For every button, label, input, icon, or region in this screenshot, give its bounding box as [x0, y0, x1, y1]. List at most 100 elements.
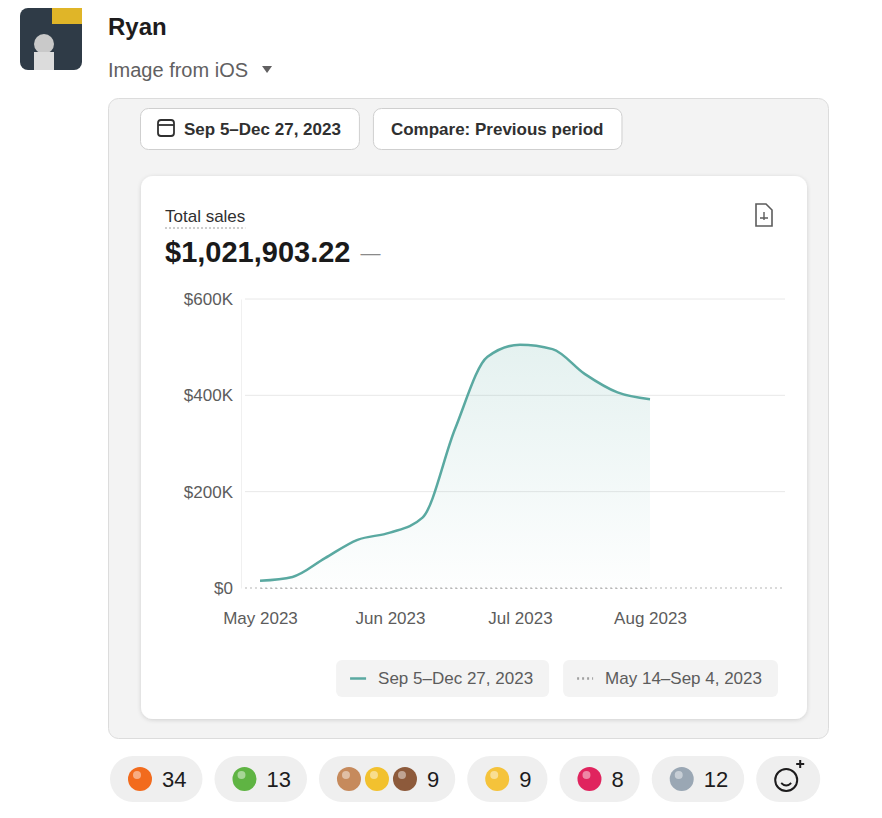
add-reaction-icon[interactable] [775, 769, 797, 791]
legend-bg [336, 660, 549, 697]
reaction-count[interactable]: 13 [266, 767, 290, 792]
legend-label: Sep 5–Dec 27, 2023 [378, 669, 533, 688]
legend: Sep 5–Dec 27, 2023 May 14–Sep 4, 2023 [336, 660, 778, 697]
y-tick: $200K [184, 483, 241, 502]
reaction-icon[interactable] [577, 767, 601, 791]
reaction-icon[interactable] [365, 767, 389, 791]
reaction-icon[interactable] [232, 767, 256, 791]
x-tick: Jul 2023 [488, 588, 552, 628]
x-tick: Aug 2023 [614, 588, 687, 628]
y-tick-label: $0 [214, 579, 233, 598]
title-underline [165, 228, 245, 229]
reaction-icon[interactable] [237, 771, 245, 779]
plot-marks [260, 345, 650, 588]
y-tick: $0 [214, 579, 241, 598]
reaction-icon[interactable] [485, 767, 509, 791]
grid-line [245, 299, 785, 300]
image-frame [109, 99, 829, 739]
page: Ryan Image from iOS Sep 5–Dec 27, 2023 Comp… [0, 0, 882, 818]
compare-button[interactable]: Compare: Previous period [373, 109, 622, 150]
reaction-count[interactable]: 9 [519, 767, 531, 792]
reaction[interactable]: 13 [214, 756, 306, 802]
calendar-icon [158, 120, 174, 136]
add-reaction[interactable] [756, 756, 820, 802]
calendar-icon [158, 124, 174, 126]
legend-item: Sep 5–Dec 27, 2023 [336, 660, 549, 697]
change: — [360, 242, 380, 264]
reaction-count[interactable]: 34 [162, 767, 186, 792]
reaction-icon[interactable] [370, 771, 378, 779]
reaction-icon[interactable] [342, 771, 350, 779]
date-range-button[interactable]: Sep 5–Dec 27, 2023 [141, 109, 360, 150]
x-tick-label: Aug 2023 [614, 609, 687, 628]
reaction-icon[interactable] [675, 771, 683, 779]
button-bg[interactable] [373, 109, 622, 150]
reaction-count[interactable]: 9 [427, 767, 439, 792]
y-tick-label: $400K [184, 386, 234, 405]
reaction-icon[interactable] [670, 767, 694, 791]
y-tick-label: $600K [184, 290, 234, 309]
reaction-icon[interactable] [490, 771, 498, 779]
avatar [20, 8, 82, 70]
avatar-detail [52, 8, 82, 24]
reaction[interactable]: 12 [652, 756, 744, 802]
legend-swatch [577, 677, 593, 680]
reaction-icon[interactable] [582, 771, 590, 779]
x-tick: May 2023 [223, 588, 298, 628]
reaction-icon[interactable] [337, 767, 361, 791]
message-subtitle: Image from iOS [108, 59, 248, 81]
date-range[interactable]: Sep 5–Dec 27, 2023 [184, 120, 341, 139]
chart-subtitle: $1,021,903.22 [165, 236, 350, 268]
reaction-icon[interactable] [128, 767, 152, 791]
reaction[interactable]: 34 [110, 756, 202, 802]
reactions: 34 13 9 9 8 12 [110, 756, 820, 802]
y-tick: $400K [184, 386, 241, 405]
add-reaction-icon[interactable] [781, 783, 791, 786]
chart-card [141, 176, 807, 719]
chart-title: Total sales [165, 207, 245, 226]
reaction[interactable]: 9 [467, 756, 547, 802]
author: Ryan [108, 13, 167, 40]
compare[interactable]: Compare: Previous period [391, 120, 604, 139]
reaction-icon[interactable] [398, 771, 406, 779]
icon[interactable] [760, 212, 768, 220]
x-tick-label: Jun 2023 [356, 609, 426, 628]
avatar-bg [20, 8, 82, 70]
legend-item: May 14–Sep 4, 2023 [563, 660, 778, 697]
avatar-detail [34, 34, 54, 54]
reaction-bg[interactable] [756, 756, 820, 802]
reaction-icon[interactable] [393, 767, 417, 791]
grid [245, 299, 785, 588]
reaction-icon[interactable] [133, 771, 141, 779]
y-axis: $0 $200K $400K $600K [184, 290, 242, 598]
legend-bg [563, 660, 778, 697]
legend-label: May 14–Sep 4, 2023 [605, 669, 762, 688]
legend-swatch [350, 677, 366, 680]
download-icon[interactable] [756, 204, 772, 226]
avatar-detail [34, 52, 54, 70]
x-axis-line [261, 588, 651, 589]
x-axis: May 2023 Jun 2023 Jul 2023 Aug 2023 [223, 588, 687, 628]
series-area [260, 345, 650, 588]
reaction-bg[interactable] [214, 756, 306, 802]
x-tick-label: May 2023 [223, 609, 298, 628]
reaction-bg[interactable] [467, 756, 547, 802]
reaction-bg[interactable] [110, 756, 202, 802]
icon[interactable] [756, 204, 772, 226]
x-tick: Jun 2023 [356, 588, 426, 628]
reaction[interactable]: 9 [319, 756, 455, 802]
reaction-count[interactable]: 8 [611, 767, 623, 792]
button-bg[interactable] [141, 109, 360, 150]
x-tick-label: Jul 2023 [488, 609, 552, 628]
reaction[interactable]: 8 [559, 756, 639, 802]
reaction-bg[interactable] [652, 756, 744, 802]
series-line [260, 345, 650, 581]
reaction-count[interactable]: 12 [704, 767, 728, 792]
y-axis-line [241, 300, 242, 589]
y-tick-label: $200K [184, 483, 234, 502]
reaction-bg[interactable] [559, 756, 639, 802]
caret [262, 66, 272, 73]
add-reaction-icon[interactable] [796, 760, 804, 768]
reaction-bg[interactable] [319, 756, 455, 802]
y-tick: $600K [184, 290, 241, 309]
